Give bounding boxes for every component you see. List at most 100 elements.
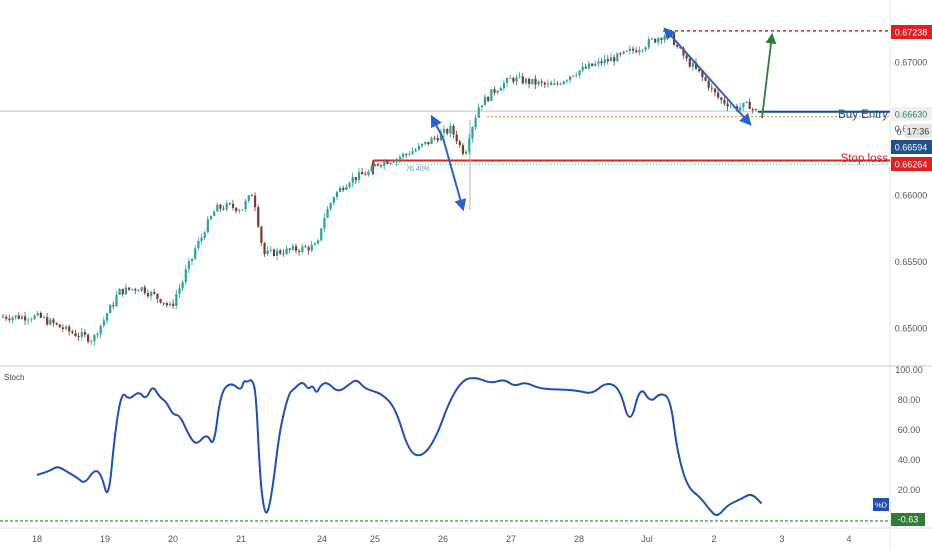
candle-body [150,291,153,297]
candle-body [351,177,354,183]
stoch-d-line [36,377,763,516]
candle-body [676,44,679,47]
candle-body [436,138,439,141]
candle-body [298,250,301,252]
candle-body [105,313,109,321]
candle-body [342,187,345,191]
candle-body [424,141,427,144]
candle-body [449,125,452,134]
candle-body [323,217,326,229]
candle-body [584,66,587,69]
level-lines [0,30,890,210]
entry-price-badge[interactable] [891,107,932,121]
current-price-badge[interactable] [891,140,932,154]
candle-body [754,109,758,110]
candle-body [11,317,14,321]
candle-body [49,319,52,325]
stoch-tick-label: 80.00 [898,395,921,405]
candle-body [600,61,603,64]
candle-body [348,182,351,187]
candle-body [178,288,181,294]
candle-body [326,208,329,218]
candle-body [87,334,90,342]
candle-body [474,117,477,128]
candle-body [427,141,430,144]
stoch-value-badge[interactable] [891,513,925,526]
candle-body [480,105,483,108]
time-tick-label: 2 [711,534,716,544]
candle-body [279,250,282,254]
candle-body [194,248,197,259]
candle-body [17,315,20,319]
candle-body [61,327,65,329]
candle-body [276,250,279,256]
candle-body [723,99,726,104]
stop-price-badge[interactable] [891,157,932,171]
candle-body [632,48,635,51]
candlestick-series [2,29,758,346]
arrow-target-up[interactable] [761,32,777,119]
candle-body [339,187,342,192]
candle-body [550,83,553,85]
candle-body [332,197,335,203]
candle-body [587,63,591,69]
candle-body [8,318,11,321]
candle-body [39,312,42,318]
candle-body [543,82,546,85]
candle-body [417,145,420,150]
arrow-pullback-up[interactable] [430,114,444,139]
drawing-arrows [430,27,777,212]
candle-body [134,289,137,291]
countdown-badge [905,124,932,138]
candle-body [159,298,162,303]
candle-body [156,293,159,299]
candle-body [14,315,17,318]
arrow-decline[interactable] [663,27,752,126]
candle-body [641,49,644,51]
candle-body [477,107,480,118]
candle-body [546,83,550,85]
candle-body [748,101,751,110]
candle-body [572,75,575,77]
candle-body [153,291,156,294]
candle-body [707,80,710,88]
arrow-pullback-down[interactable] [442,137,467,212]
candle-body [228,203,231,205]
candle-body [521,76,524,84]
entry-price-text: 0.66630 [895,110,928,120]
candle-body [455,134,458,142]
candle-body [594,63,597,66]
time-axis[interactable]: 18 19 20 21 24 25 26 27 28 Jul 2 3 4 [32,534,852,544]
time-tick-label: 21 [236,534,246,544]
candle-body [80,332,83,337]
candle-body [383,161,386,166]
candle-body [509,77,512,79]
candle-body [162,302,165,304]
candle-body [112,305,115,307]
stoch-d-badge[interactable] [873,498,889,511]
candle-body [622,51,625,54]
target-price-text: 0.67238 [895,28,928,38]
time-tick-label: 24 [317,534,327,544]
candle-body [140,287,143,291]
candle-body [238,210,241,212]
stoch-axis[interactable]: 100.00 80.00 60.00 40.00 20.00 [895,365,923,495]
candle-body [209,216,213,220]
candle-body [452,125,455,135]
candle-body [591,63,594,66]
target-price-badge[interactable] [891,25,932,39]
candle-body [635,50,638,53]
candle-body [364,174,367,176]
candle-body [219,204,222,209]
candle-body [206,219,209,233]
price-tick-label: 0.65500 [895,257,928,267]
time-tick-label: 3 [779,534,784,544]
candle-body [496,90,499,93]
candle-body [660,38,663,40]
candle-body [222,208,225,210]
candle-body [291,246,294,250]
stoch-title[interactable]: Stoch [4,373,24,382]
candle-body [628,48,632,52]
